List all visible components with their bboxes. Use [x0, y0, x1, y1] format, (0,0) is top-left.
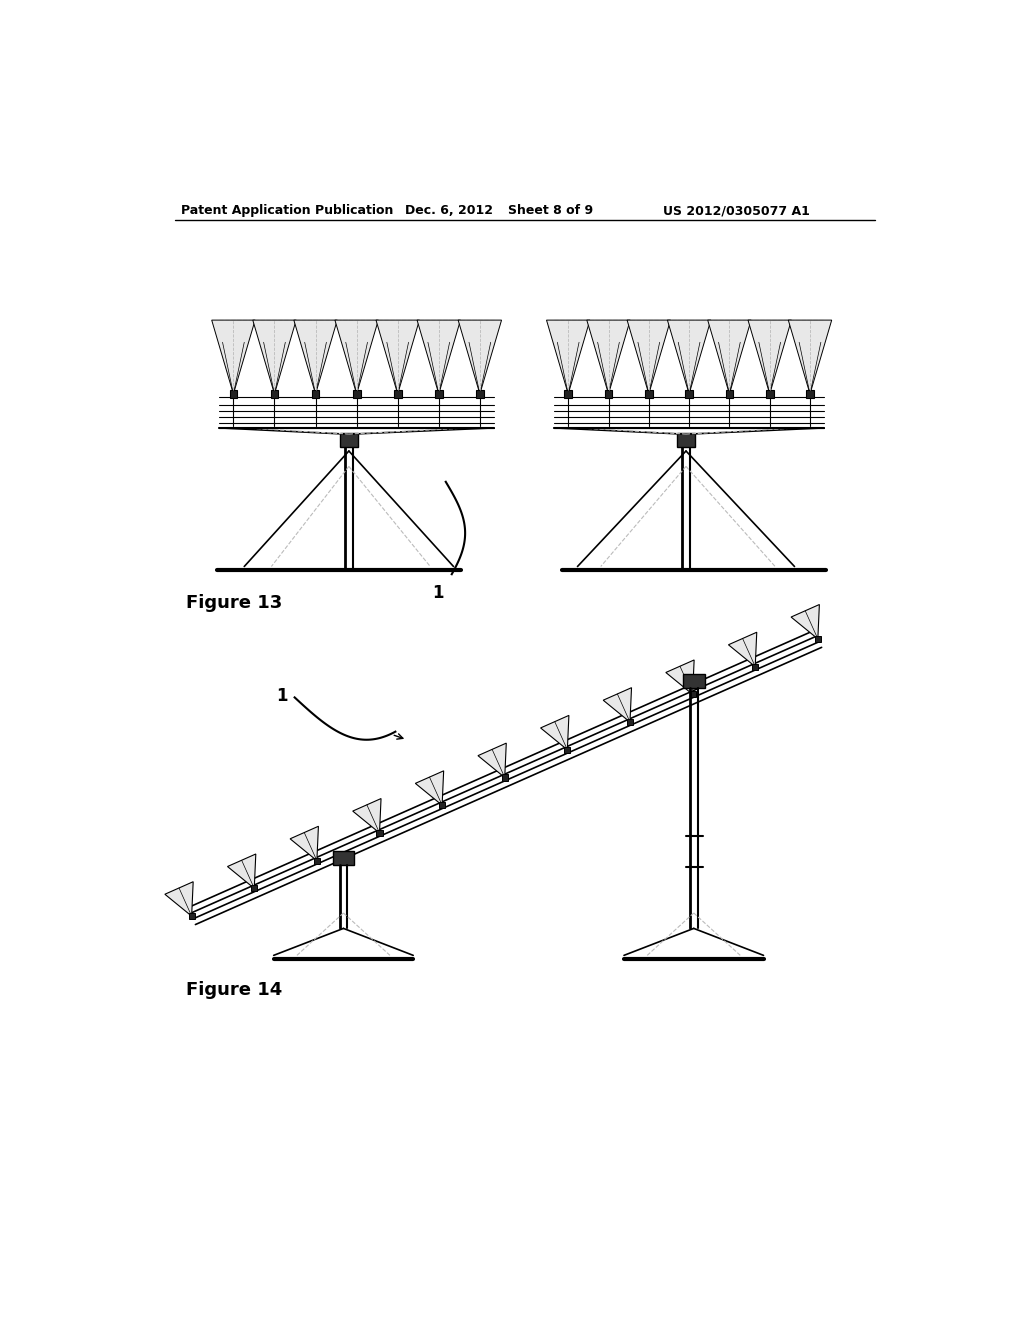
Bar	[689, 692, 695, 697]
Polygon shape	[458, 321, 502, 395]
Polygon shape	[547, 321, 590, 395]
Polygon shape	[792, 605, 819, 639]
Bar	[683, 675, 705, 688]
Polygon shape	[376, 321, 420, 395]
Bar	[333, 851, 354, 866]
Text: 1: 1	[275, 686, 287, 705]
Bar	[766, 391, 773, 397]
Text: Figure 13: Figure 13	[186, 594, 283, 612]
Polygon shape	[227, 854, 256, 888]
Bar	[188, 913, 195, 919]
Bar	[313, 858, 319, 863]
Bar	[677, 433, 695, 447]
Polygon shape	[587, 321, 630, 395]
Polygon shape	[708, 321, 751, 395]
Bar	[726, 391, 733, 397]
Polygon shape	[788, 321, 831, 395]
Polygon shape	[335, 321, 378, 395]
Polygon shape	[627, 321, 671, 395]
Bar	[377, 830, 383, 836]
Text: Dec. 6, 2012: Dec. 6, 2012	[406, 205, 494, 218]
Bar	[340, 433, 358, 447]
Polygon shape	[352, 799, 381, 833]
Text: 1: 1	[432, 583, 443, 602]
Polygon shape	[603, 688, 632, 722]
Bar	[627, 719, 633, 725]
Polygon shape	[478, 743, 506, 777]
Bar	[229, 391, 238, 397]
Text: Patent Application Publication: Patent Application Publication	[180, 205, 393, 218]
Bar	[815, 636, 821, 642]
Bar	[685, 391, 693, 397]
Polygon shape	[290, 826, 318, 861]
Bar	[752, 664, 759, 669]
Polygon shape	[253, 321, 296, 395]
Polygon shape	[668, 321, 711, 395]
Polygon shape	[416, 771, 443, 805]
Bar	[439, 803, 445, 808]
Bar	[251, 886, 257, 891]
Polygon shape	[666, 660, 694, 694]
Bar	[476, 391, 483, 397]
Bar	[394, 391, 401, 397]
Polygon shape	[294, 321, 337, 395]
Polygon shape	[748, 321, 792, 395]
Bar	[502, 775, 508, 780]
Bar	[564, 391, 572, 397]
Bar	[352, 391, 360, 397]
Text: US 2012/0305077 A1: US 2012/0305077 A1	[663, 205, 810, 218]
Polygon shape	[541, 715, 569, 750]
Text: Figure 14: Figure 14	[186, 981, 283, 999]
Bar	[645, 391, 652, 397]
Bar	[435, 391, 442, 397]
Polygon shape	[417, 321, 461, 395]
Bar	[311, 391, 319, 397]
Bar	[270, 391, 279, 397]
Polygon shape	[212, 321, 255, 395]
Bar	[564, 747, 570, 752]
Text: Sheet 8 of 9: Sheet 8 of 9	[508, 205, 593, 218]
Polygon shape	[728, 632, 757, 667]
Polygon shape	[165, 882, 194, 916]
Bar	[604, 391, 612, 397]
Bar	[806, 391, 814, 397]
